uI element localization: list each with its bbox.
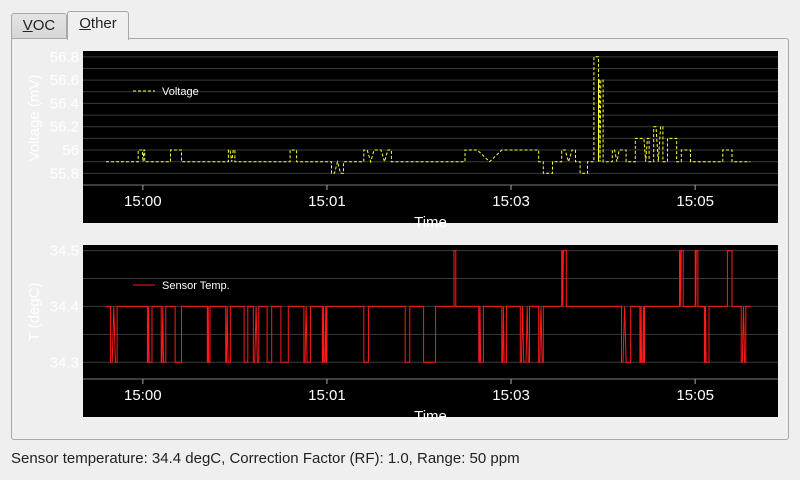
y-tick-label: 34.4 (50, 298, 79, 315)
y-tick-label: 56.4 (50, 95, 79, 112)
legend-label: Voltage (162, 86, 199, 98)
legend-label: Sensor Temp. (162, 280, 230, 292)
x-tick-label: 15:03 (492, 387, 530, 404)
x-tick-label: 15:03 (492, 193, 530, 210)
series-line-sensor-temp- (106, 250, 751, 363)
y-tick-label: 56.2 (50, 119, 79, 136)
x-tick-label: 15:01 (308, 193, 346, 210)
y-axis-title: T (degC) (26, 283, 43, 342)
y-tick-label: 34.5 (50, 243, 79, 260)
y-tick-label: 55.8 (50, 165, 79, 182)
tab-other-label: ther (90, 15, 117, 32)
tab-voc[interactable]: VOC (11, 13, 67, 39)
tab-voc-mnemonic: V (22, 17, 33, 34)
x-tick-label: 15:01 (308, 387, 346, 404)
x-tick-label: 15:00 (124, 193, 162, 210)
voltage-chart: 55.8 56 56.2 56.4 56.6 56.8 15:00 15:01 15:03 15:… (26, 49, 778, 231)
status-bar-text: Sensor temperature: 34.4 degC, Correctio… (11, 450, 520, 467)
x-tick-label: 15:05 (676, 387, 714, 404)
temperature-chart: 34.3 34.4 34.5 15:00 15:01 15:03 15:05 Time T (d… (26, 243, 778, 425)
y-tick-label: 56.8 (50, 49, 79, 66)
chart-frame (83, 245, 778, 417)
tab-other[interactable]: Other (67, 11, 129, 40)
chart-frame (83, 51, 778, 223)
x-tick-label: 15:00 (124, 387, 162, 404)
x-axis-title: Time (414, 408, 447, 425)
series-line-voltage (106, 56, 751, 174)
tab-panel-other: 55.8 56 56.2 56.4 56.6 56.8 15:00 15:01 15:03 15:… (11, 38, 789, 440)
tab-other-mnemonic: O (79, 15, 91, 32)
x-axis-title: Time (414, 214, 447, 231)
y-tick-label: 56.6 (50, 72, 79, 89)
y-tick-label: 34.3 (50, 354, 79, 371)
y-tick-label: 56 (62, 142, 79, 159)
x-tick-label: 15:05 (676, 193, 714, 210)
y-axis-title: Voltage (mV) (26, 75, 43, 162)
tab-voc-label: OC (32, 17, 56, 34)
